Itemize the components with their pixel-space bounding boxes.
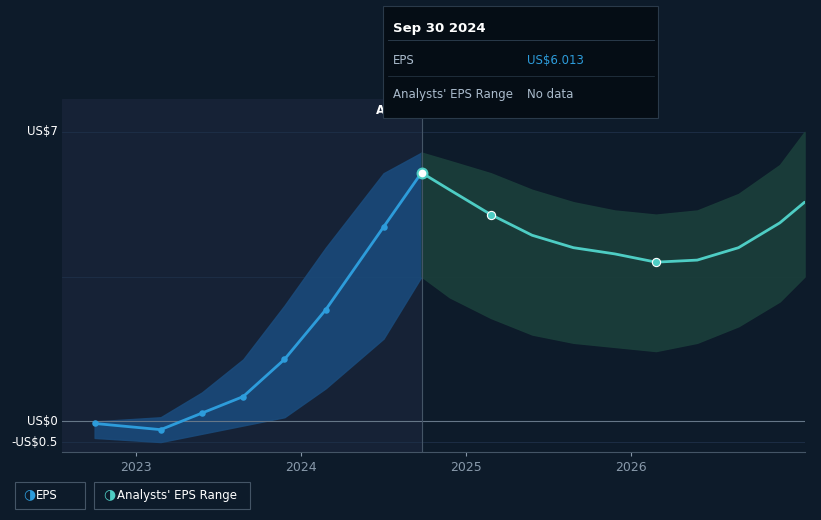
Point <box>88 419 101 427</box>
Point <box>415 168 428 177</box>
Text: Sep 30 2024: Sep 30 2024 <box>393 22 486 35</box>
Text: -US$0.5: -US$0.5 <box>11 436 57 449</box>
Text: Analysts' EPS Range: Analysts' EPS Range <box>393 87 513 101</box>
Point <box>195 409 209 417</box>
Text: ◑: ◑ <box>103 488 116 501</box>
Text: No data: No data <box>527 87 573 101</box>
Text: ◑: ◑ <box>23 488 35 501</box>
Point <box>484 211 498 219</box>
Text: EPS: EPS <box>393 54 415 67</box>
Text: US$7: US$7 <box>27 125 57 138</box>
Point <box>377 223 390 231</box>
Text: Analysts' EPS Range: Analysts' EPS Range <box>117 489 236 501</box>
Text: US$0: US$0 <box>27 415 57 428</box>
Text: Actual: Actual <box>376 105 418 118</box>
Text: EPS: EPS <box>36 489 57 501</box>
Bar <box>62 99 421 452</box>
Point <box>649 258 663 266</box>
Point <box>236 393 250 401</box>
Text: Analysts Forecasts: Analysts Forecasts <box>428 105 537 118</box>
Point <box>154 425 167 434</box>
Point <box>319 306 333 314</box>
Text: US$6.013: US$6.013 <box>527 54 584 67</box>
Point <box>278 355 291 363</box>
